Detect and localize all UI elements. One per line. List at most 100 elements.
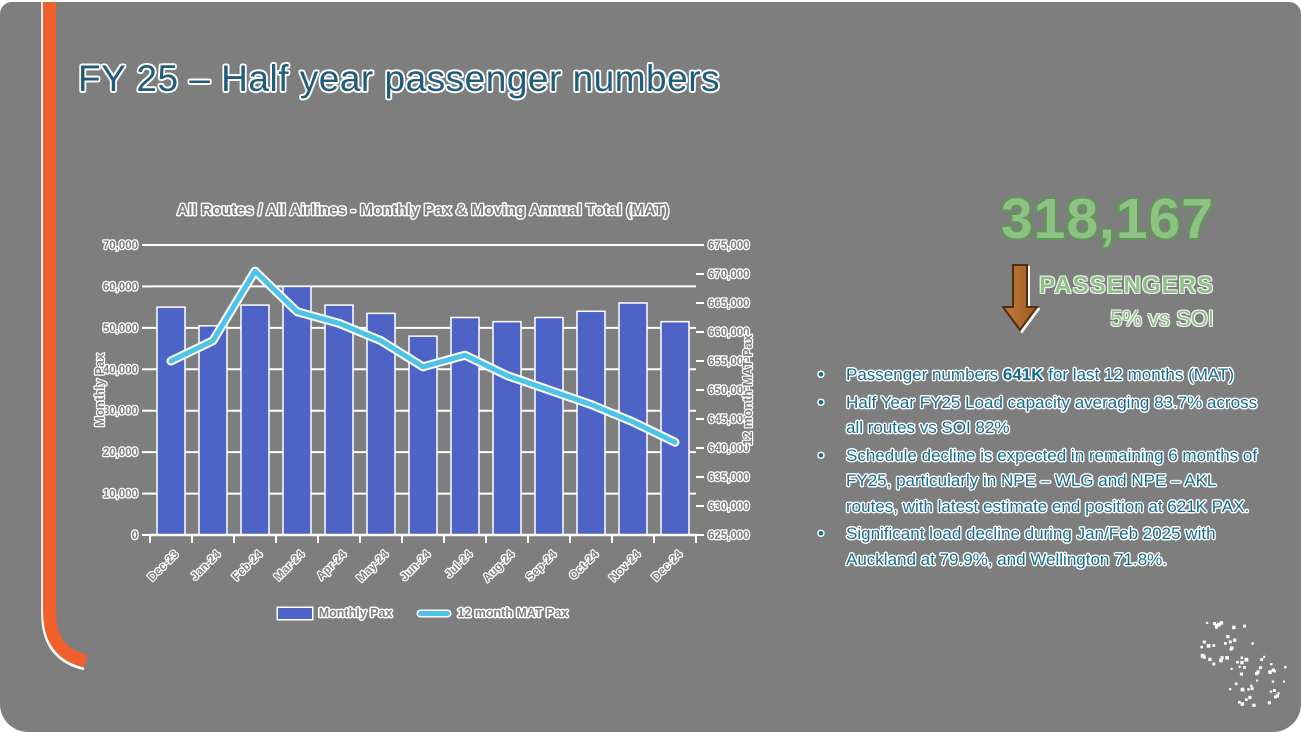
bar-swatch-icon — [277, 607, 312, 619]
scatter-dot — [1202, 655, 1206, 659]
left-axis-title: Monthly Pax — [93, 353, 107, 427]
left-axis-tick-label: 50,000 — [103, 323, 138, 335]
scatter-dot — [1202, 640, 1206, 644]
scatter-dot — [1245, 659, 1248, 662]
right-axis-tick-label: 635,000 — [708, 472, 750, 484]
legend-label: 12 month MAT Pax — [457, 606, 569, 620]
scatter-dot — [1240, 656, 1244, 660]
scatter-dot — [1238, 700, 1241, 704]
bullet-text: Half Year FY25 Load capacity averaging 8… — [846, 390, 1264, 441]
scatter-dot — [1233, 638, 1237, 642]
chart-monthly-pax-mat: All Routes / All Airlines - Monthly Pax … — [90, 192, 780, 662]
scatter-dot — [1270, 663, 1273, 666]
scatter-dot — [1212, 622, 1216, 626]
bullet-text-segment: Passenger numbers — [846, 365, 1003, 384]
scatter-dot — [1275, 694, 1280, 698]
scatter-dot — [1219, 658, 1223, 663]
scatter-dot — [1284, 665, 1287, 669]
scatter-dot — [1232, 625, 1236, 630]
scatter-dot — [1229, 647, 1233, 651]
scatter-dot — [1245, 698, 1248, 701]
scatter-dot — [1230, 667, 1233, 670]
x-axis-label: Dec-23 — [146, 549, 181, 584]
right-axis-tick-label: 630,000 — [708, 501, 750, 513]
x-axis-label: May-24 — [355, 548, 391, 584]
scatter-dot — [1208, 657, 1212, 662]
scatter-dot — [1274, 695, 1277, 699]
x-axis-label: Oct-24 — [567, 548, 601, 582]
chart-legend: Monthly Pax 12 month MAT Pax — [150, 606, 696, 620]
bullet-marker: • — [818, 365, 824, 384]
scatter-dot — [1220, 656, 1224, 660]
right-axis-tick-label: 660,000 — [708, 327, 750, 339]
scatter-dot — [1214, 623, 1219, 628]
scatter-dot — [1250, 684, 1253, 688]
bullet-text-bold-segment: 641K — [1002, 365, 1044, 384]
scatter-dot — [1259, 666, 1263, 669]
bar-dec-24 — [660, 320, 690, 536]
right-axis-tick-label: 645,000 — [708, 414, 750, 426]
x-axis-label: Feb-24 — [230, 548, 265, 583]
scatter-dot — [1217, 622, 1221, 627]
scatter-dot — [1225, 656, 1229, 660]
x-axis-label: Jul-24 — [443, 548, 475, 580]
kpi-passengers-label: PASSENGERS — [1039, 272, 1214, 299]
right-axis-tick-label: 655,000 — [708, 356, 750, 368]
scatter-dot — [1226, 635, 1230, 639]
left-axis-tick-label: 10,000 — [103, 489, 138, 501]
scatter-dot — [1240, 660, 1244, 665]
right-axis-tick-label: 640,000 — [708, 443, 750, 455]
x-axis-label: Nov-24 — [608, 548, 644, 584]
bar-oct-24 — [576, 310, 606, 536]
right-axis-tick-label: 625,000 — [708, 530, 750, 542]
scatter-dot — [1283, 680, 1285, 683]
line-swatch-icon — [418, 610, 451, 616]
right-axis-tick-label: 665,000 — [708, 298, 750, 310]
scatter-dot — [1273, 670, 1276, 673]
bullet-marker: • — [818, 445, 824, 465]
bullet-marker: • — [818, 392, 824, 412]
bullet-text-segment: for last 12 months (MAT) — [1043, 365, 1235, 384]
x-axis-label: Mar-24 — [272, 548, 307, 583]
down-arrow-icon — [1002, 264, 1039, 332]
scatter-dot — [1239, 672, 1243, 676]
scatter-dot — [1229, 688, 1232, 691]
bar-dec-23 — [156, 306, 186, 536]
right-axis-title: 12 month MAT Pax — [741, 335, 755, 446]
bullet-text: Passenger numbers 641K for last 12 month… — [846, 362, 1234, 388]
right-axis-tick-label: 650,000 — [708, 385, 750, 397]
right-axis-tick-label: 675,000 — [708, 240, 750, 252]
legend-label: Monthly Pax — [318, 606, 393, 620]
scatter-dot — [1224, 642, 1227, 645]
bullet-item-1: • Passenger numbers 641K for last 12 mont… — [818, 362, 1264, 388]
scatter-dot — [1200, 653, 1205, 658]
scatter-dot — [1256, 679, 1259, 682]
bullet-text-segment: Half Year FY25 Load capacity averaging 8… — [846, 392, 1258, 438]
right-axis-tick-label: 670,000 — [708, 269, 750, 281]
scatter-dot — [1277, 692, 1280, 695]
scatter-dot — [1268, 670, 1272, 674]
bullet-item-4: • Significant load decline during Jan/Feb… — [818, 521, 1264, 572]
left-axis-tick-label: 70,000 — [103, 240, 138, 252]
scatter-dot — [1252, 703, 1256, 707]
bar-mar-24 — [282, 285, 312, 536]
scatter-dot — [1272, 689, 1276, 692]
x-axis-label: Sep-24 — [524, 548, 560, 584]
scatter-dot — [1250, 687, 1254, 691]
bullet-item-2: • Half Year FY25 Load capacity averaging … — [818, 390, 1264, 441]
scatter-dot — [1219, 621, 1224, 625]
scatter-dot — [1267, 701, 1271, 705]
scatter-dot — [1238, 665, 1241, 668]
scatter-dot — [1200, 645, 1203, 649]
bar-apr-24 — [324, 304, 354, 536]
x-axis-label: Aug-24 — [481, 548, 517, 584]
bullet-text-segment: Significant load decline during Jan/Feb … — [846, 524, 1216, 569]
kpi-block: 318,167 PASSENGERS 5% vs SOI — [950, 186, 1214, 332]
scatter-dot — [1248, 695, 1252, 700]
bullet-marker: • — [818, 524, 824, 543]
left-axis-tick-label: 40,000 — [103, 364, 138, 376]
bar-aug-24 — [492, 320, 522, 536]
left-axis-tick-label: 20,000 — [103, 447, 138, 459]
slide-title: FY 25 – Half year passenger numbers — [78, 58, 721, 99]
